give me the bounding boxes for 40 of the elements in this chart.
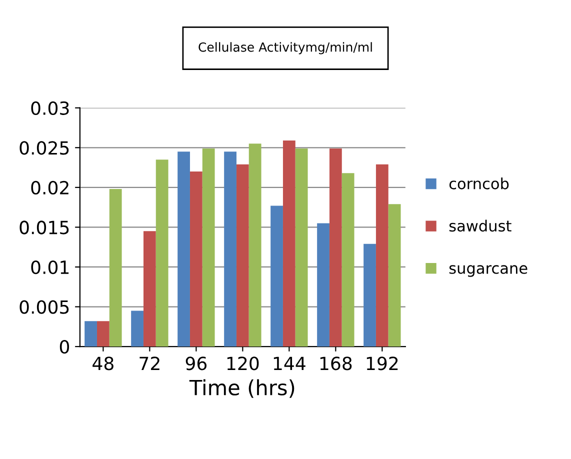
- y-tick-label: 0.025: [20, 141, 69, 155]
- bar: [109, 189, 122, 347]
- bar: [388, 204, 401, 347]
- legend-label: corncob: [449, 178, 509, 190]
- x-axis-title: Time (hrs): [189, 379, 294, 398]
- bar: [236, 164, 249, 347]
- bar: [364, 244, 376, 347]
- x-tick-label: 72: [140, 356, 160, 370]
- y-tick-label: 0.015: [20, 220, 69, 234]
- bar: [295, 148, 308, 347]
- bar: [342, 173, 354, 347]
- x-tick-label: 120: [227, 356, 259, 370]
- x-tick-label: 96: [186, 356, 207, 370]
- x-tick-label: 144: [274, 356, 306, 370]
- bar: [84, 321, 97, 347]
- bar: [156, 160, 168, 347]
- y-tick-label: 0.005: [20, 300, 69, 314]
- bar: [329, 148, 342, 347]
- bar: [376, 164, 388, 347]
- legend-label: sugarcane: [449, 265, 528, 277]
- bar: [317, 223, 330, 347]
- x-tick-label: 192: [366, 356, 398, 370]
- bar: [96, 321, 110, 347]
- x-tick-label: 48: [92, 356, 114, 370]
- y-tick-label: 0.01: [31, 260, 69, 274]
- bar: [143, 231, 156, 347]
- bar: [224, 152, 236, 347]
- legend-label: sawdust: [449, 220, 512, 232]
- bar: [270, 206, 283, 347]
- x-tick-label: 168: [320, 356, 352, 370]
- bar: [282, 140, 296, 347]
- bar: [202, 148, 215, 347]
- bar: [248, 144, 262, 347]
- bar: [190, 172, 202, 347]
- bar: [178, 152, 190, 347]
- y-tick-label: 0.02: [31, 180, 68, 195]
- bar: [131, 310, 144, 347]
- chart-title: Cellulase Activitymg/min/ml: [198, 42, 372, 54]
- y-tick-label: 0: [60, 340, 70, 354]
- y-tick-label: 0.03: [31, 101, 69, 115]
